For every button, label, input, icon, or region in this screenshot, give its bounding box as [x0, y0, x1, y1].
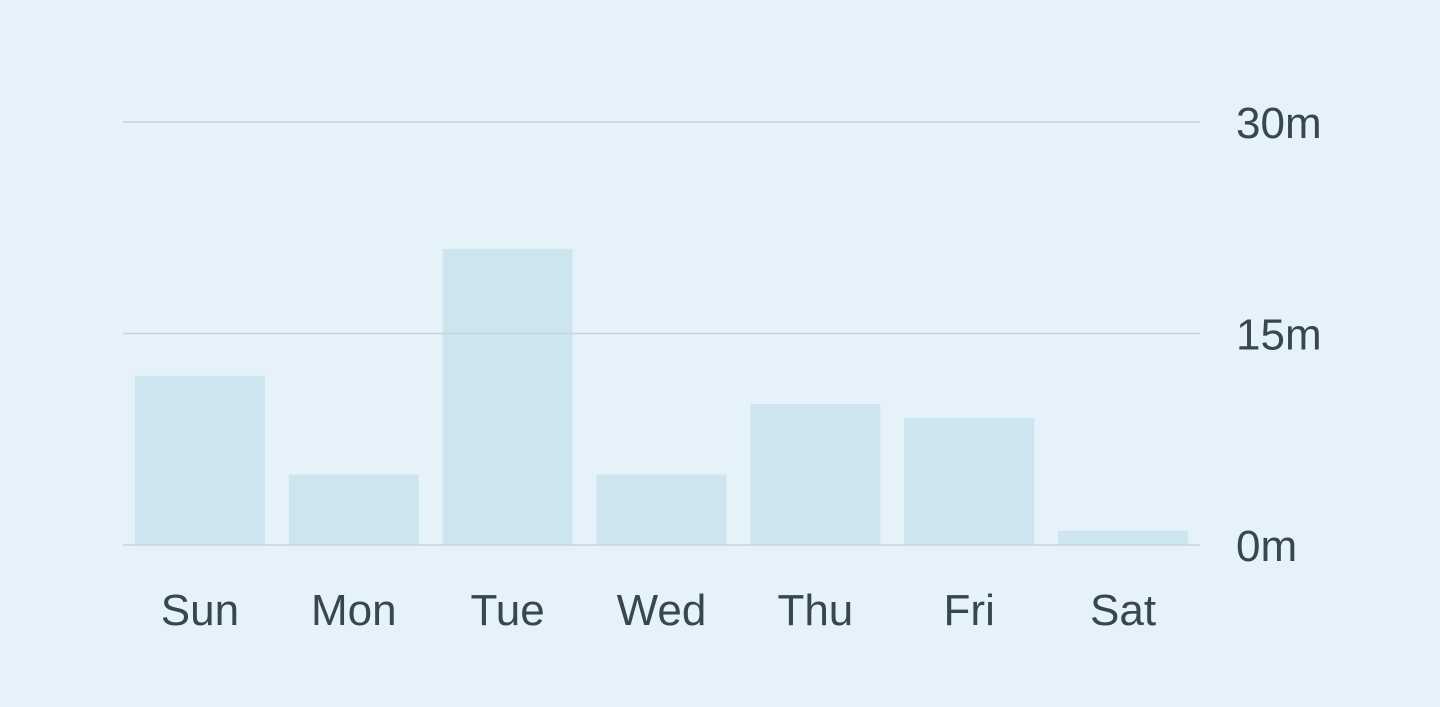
bar-sat: [1058, 530, 1189, 545]
x-tick-label: Fri: [944, 586, 995, 635]
x-tick-label: Mon: [311, 586, 397, 635]
x-tick-label: Sun: [161, 586, 239, 635]
x-tick-label: Sat: [1090, 586, 1156, 635]
x-tick-label: Thu: [777, 586, 853, 635]
bar-sun: [134, 375, 265, 545]
y-tick-label: 15m: [1236, 311, 1322, 360]
bar-wed: [596, 474, 727, 545]
x-tick-label: Tue: [471, 586, 545, 635]
bar-tue: [442, 248, 573, 545]
x-tick-label: Wed: [617, 586, 707, 635]
bar-fri: [904, 418, 1035, 545]
y-tick-label: 30m: [1236, 99, 1322, 148]
y-tick-label: 0m: [1236, 522, 1297, 571]
bar-thu: [750, 404, 881, 545]
bar-mon: [288, 474, 419, 545]
